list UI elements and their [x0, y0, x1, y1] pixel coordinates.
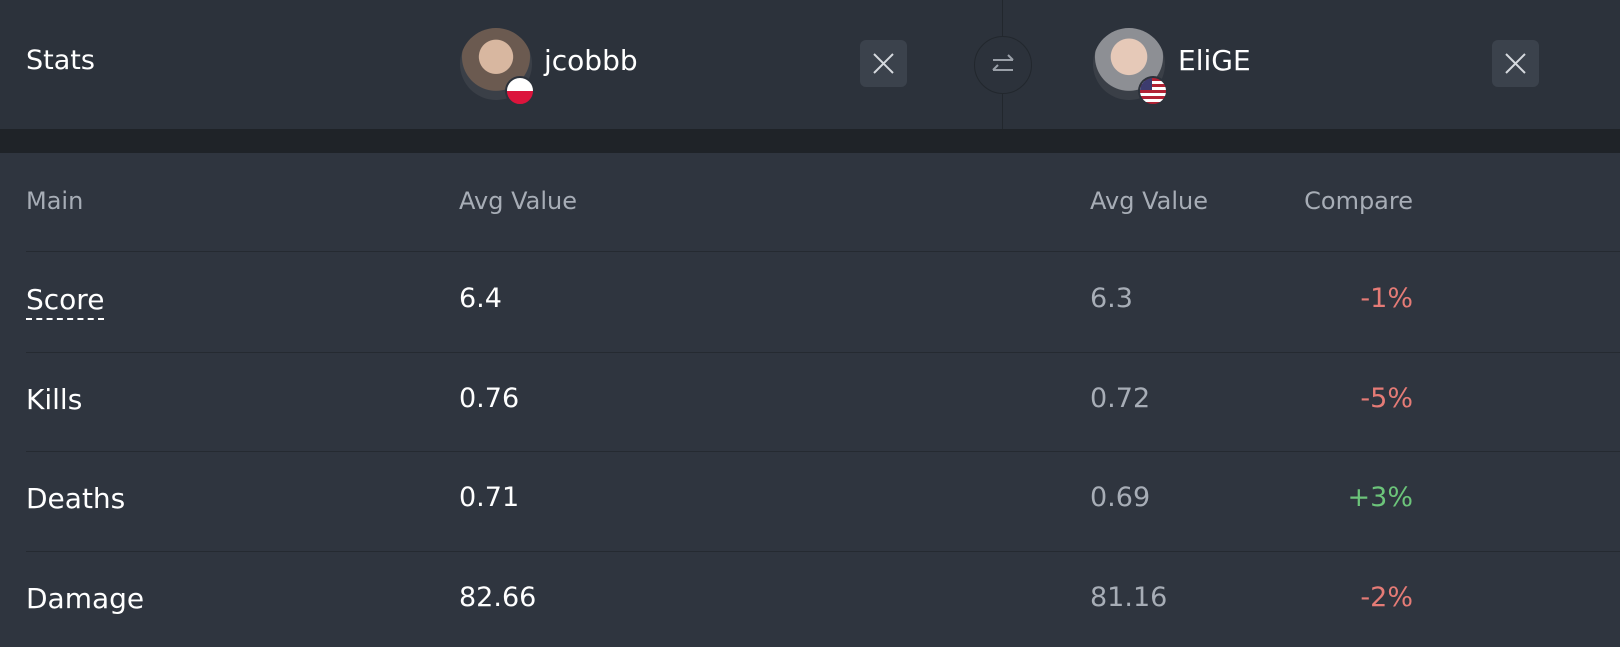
- close-icon: [873, 53, 894, 74]
- header-title: Stats: [26, 45, 95, 76]
- row-separator: [26, 352, 1620, 353]
- player2-value: 0.69: [1090, 482, 1151, 513]
- column-header: Avg Value: [1090, 187, 1208, 215]
- player2-value: 0.72: [1090, 383, 1151, 414]
- swap-button[interactable]: [974, 36, 1032, 94]
- compare-value: -5%: [1360, 383, 1413, 414]
- flag-icon: [1138, 76, 1168, 106]
- remove-button[interactable]: [860, 40, 907, 87]
- column-header: Main: [26, 187, 84, 215]
- player2-value: 81.16: [1090, 582, 1168, 613]
- stat-label: Score: [26, 283, 105, 320]
- row-separator: [26, 451, 1620, 452]
- compare-value: -1%: [1360, 283, 1413, 314]
- remove-button[interactable]: [1492, 40, 1539, 87]
- stat-label: Deaths: [26, 482, 126, 515]
- close-icon: [1505, 53, 1526, 74]
- player1-value: 82.66: [459, 582, 537, 613]
- column-header: Compare: [1304, 187, 1413, 215]
- stat-label: Damage: [26, 582, 145, 615]
- stat-label: Kills: [26, 383, 83, 416]
- compare-value: -2%: [1360, 582, 1413, 613]
- row-separator: [26, 551, 1620, 552]
- player1-value: 0.71: [459, 482, 520, 513]
- column-header: Avg Value: [459, 187, 577, 215]
- player1-value: 6.4: [459, 283, 502, 314]
- player-name: jcobbb: [544, 44, 638, 77]
- player2-value: 6.3: [1090, 283, 1133, 314]
- player-name: EliGE: [1178, 44, 1251, 77]
- flag-icon: [505, 76, 535, 106]
- player1-value: 0.76: [459, 383, 520, 414]
- compare-value: +3%: [1347, 482, 1413, 513]
- row-separator: [26, 251, 1620, 252]
- divider-band: [0, 129, 1620, 153]
- header-bar: [0, 0, 1620, 129]
- swap-icon: [992, 54, 1014, 71]
